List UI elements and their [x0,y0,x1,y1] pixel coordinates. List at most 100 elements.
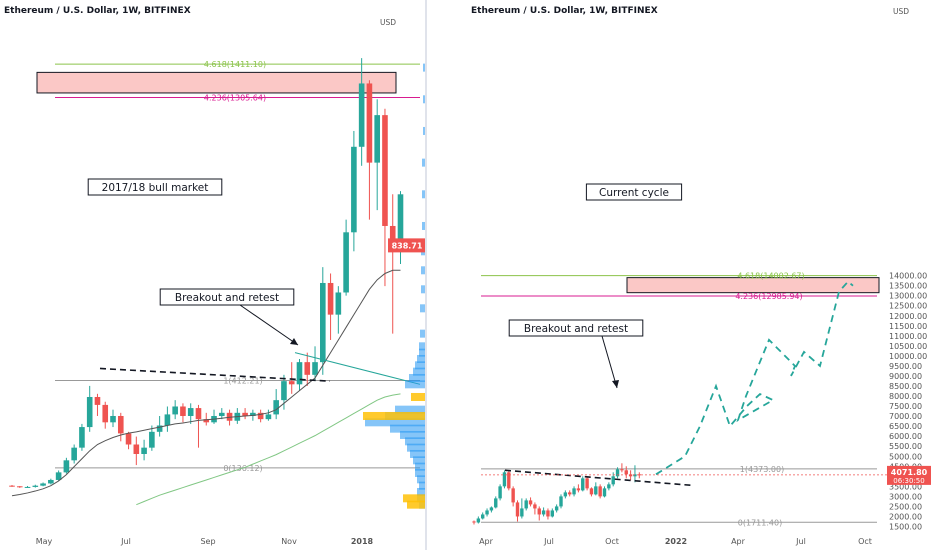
candle[interactable] [559,494,563,509]
candle[interactable] [524,498,528,511]
candle[interactable] [366,80,373,220]
candle[interactable] [273,389,279,420]
candle[interactable] [494,496,498,509]
candle[interactable] [16,485,23,488]
candle[interactable] [203,412,210,426]
trendline-dashed[interactable] [504,469,693,487]
annotation-arrow [601,335,618,389]
candle[interactable] [24,485,31,488]
candle[interactable] [187,403,194,424]
candle[interactable] [520,498,524,519]
candle[interactable] [507,471,511,491]
candle[interactable] [594,482,598,496]
candle[interactable] [86,385,93,432]
candle[interactable] [481,512,485,520]
candle[interactable] [358,58,365,166]
candle[interactable] [164,406,171,432]
candle[interactable] [485,508,489,517]
candle[interactable] [312,346,318,382]
target-zone-box[interactable] [626,277,880,294]
candle[interactable] [296,358,303,391]
candle[interactable] [382,108,388,287]
candle[interactable] [265,409,272,421]
candle[interactable] [607,482,611,491]
candle[interactable] [172,400,178,420]
moving-average-long[interactable] [136,393,401,506]
teal-line[interactable] [294,352,421,385]
candle[interactable] [589,487,594,497]
candle[interactable] [563,490,568,499]
candle[interactable] [117,412,124,442]
candle[interactable] [180,403,186,423]
candle[interactable] [624,466,628,479]
candle[interactable] [633,465,637,483]
candle-body [576,488,581,491]
moving-average-short[interactable] [11,269,401,497]
candle[interactable] [637,472,641,479]
candle[interactable] [110,409,116,428]
candle[interactable] [351,130,357,252]
candle[interactable] [149,425,155,451]
left-chart-panel[interactable]: Ethereum / U.S. Dollar, 1W, BITFINEX0.00… [0,0,425,550]
projection-path[interactable] [655,280,854,476]
candle[interactable] [374,99,380,211]
candle[interactable] [257,409,264,423]
candle[interactable] [476,516,481,524]
candle[interactable] [32,484,39,488]
candle[interactable] [611,472,615,487]
candle[interactable] [472,520,476,525]
candle[interactable] [288,362,295,394]
candle[interactable] [55,470,62,481]
candle[interactable] [554,504,559,513]
candle[interactable] [102,401,109,429]
candle[interactable] [156,415,163,437]
candle[interactable] [502,470,507,489]
candle[interactable] [343,219,349,296]
candle[interactable] [195,404,202,448]
candle[interactable] [585,476,589,491]
candle[interactable] [546,508,550,520]
candle[interactable] [211,409,217,424]
candle[interactable] [541,507,546,517]
candle[interactable] [71,444,77,464]
candle[interactable] [550,508,554,518]
candle[interactable] [63,457,70,474]
candle[interactable] [79,423,85,451]
candle[interactable] [615,467,620,479]
candle[interactable] [528,497,533,507]
candle[interactable] [397,191,404,264]
candle[interactable] [389,194,396,334]
right-chart-panel[interactable]: Ethereum / U.S. Dollar, 1W, BITFINEX 1500… [427,0,932,550]
candle[interactable] [125,431,132,450]
candle[interactable] [327,273,334,340]
candle[interactable] [533,502,537,515]
candle[interactable] [498,484,502,501]
candle[interactable] [40,482,46,487]
candle[interactable] [515,500,520,522]
candle[interactable] [94,393,101,416]
candle[interactable] [568,490,572,497]
panel-divider[interactable] [425,0,427,550]
candle[interactable] [511,486,515,507]
candle[interactable] [9,485,15,487]
target-zone-box[interactable] [36,71,397,94]
candle[interactable] [489,506,494,513]
candle[interactable] [133,436,140,466]
candle[interactable] [581,476,585,492]
candle[interactable] [537,506,541,521]
candle[interactable] [628,470,633,481]
candle[interactable] [304,352,311,386]
candle[interactable] [320,267,326,375]
trendline-dashed[interactable] [99,367,331,382]
candle[interactable] [242,408,248,420]
candle[interactable] [335,286,342,334]
candle[interactable] [218,408,225,420]
candle[interactable] [572,486,576,497]
candle[interactable] [598,484,602,499]
candle[interactable] [576,484,581,493]
candle[interactable] [602,486,607,498]
candle[interactable] [141,439,147,461]
candle[interactable] [620,463,624,473]
candle-body [494,498,498,508]
candle[interactable] [48,478,54,485]
